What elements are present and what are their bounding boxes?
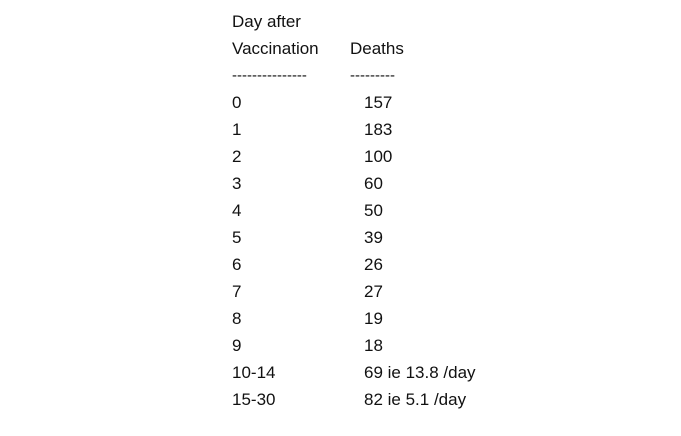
- header-deaths: Deaths: [350, 39, 404, 58]
- deaths-cell: 19: [364, 309, 383, 328]
- separator-day: ---------------: [232, 67, 307, 84]
- day-cell: 1: [232, 120, 242, 139]
- deaths-cell: 183: [364, 120, 393, 139]
- day-cell: 5: [232, 228, 242, 247]
- deaths-cell: 27: [364, 282, 383, 301]
- header-day-after: Day after: [232, 12, 301, 31]
- deaths-cell: 69 ie 13.8 /day: [364, 363, 476, 382]
- deaths-cell: 82 ie 5.1 /day: [364, 390, 467, 409]
- deaths-cell: 100: [364, 147, 393, 166]
- day-cell: 7: [232, 282, 242, 301]
- day-cell: 8: [232, 309, 242, 328]
- deaths-cell: 50: [364, 201, 383, 220]
- deaths-cell: 60: [364, 174, 383, 193]
- day-cell: 0: [232, 93, 242, 112]
- separator-deaths: ---------: [350, 67, 395, 84]
- day-cell: 15-30: [232, 390, 276, 409]
- day-cell: 4: [232, 201, 242, 220]
- deaths-cell: 157: [364, 93, 393, 112]
- day-cell: 2: [232, 147, 242, 166]
- day-cell: 3: [232, 174, 242, 193]
- deaths-cell: 39: [364, 228, 383, 247]
- deaths-cell: 18: [364, 336, 383, 355]
- deaths-cell: 26: [364, 255, 383, 274]
- day-cell: 9: [232, 336, 242, 355]
- header-vaccination: Vaccination: [232, 39, 319, 58]
- day-cell: 10-14: [232, 363, 276, 382]
- day-cell: 6: [232, 255, 242, 274]
